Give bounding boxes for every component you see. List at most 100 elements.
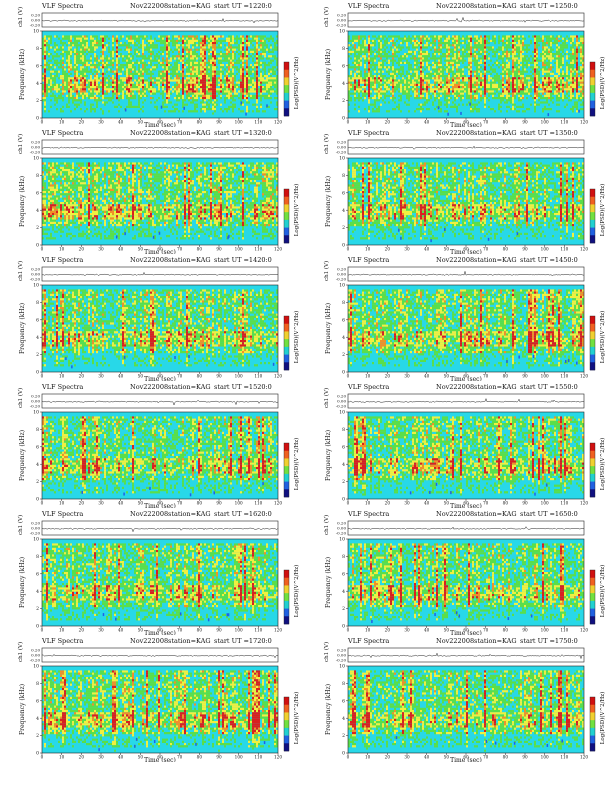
freq-tick-label: 8 <box>342 554 345 560</box>
panel-title: VLF Spectra <box>42 256 83 264</box>
colorbar <box>589 696 596 752</box>
time-tick-label: 0 <box>41 755 44 760</box>
time-tick-label: 60 <box>463 374 469 379</box>
colorbar-label: Log(PSD)(V^2/Hz) <box>293 311 300 364</box>
amp-tick-label: -0.20 <box>30 658 41 663</box>
time-tick-label: 20 <box>385 628 391 633</box>
waveform-trace <box>41 399 278 406</box>
time-tick-label: 60 <box>463 247 469 252</box>
time-tick-label: 70 <box>177 247 183 252</box>
time-tick-label: 30 <box>404 628 410 633</box>
spectrogram-panel: VLF Spectra Nov222008 station=KAG start UT … <box>0 635 306 762</box>
time-tick-label: 30 <box>98 374 104 379</box>
time-tick-label: 20 <box>79 501 85 506</box>
amp-tick-label: -0.20 <box>336 150 347 155</box>
time-tick-label: 90 <box>216 501 222 506</box>
colorbar <box>283 315 290 371</box>
amp-axis-label: ch1 (V) <box>323 134 330 154</box>
time-tick-label: 60 <box>157 755 163 760</box>
freq-tick-label: 4 <box>342 208 345 214</box>
panel-title: VLF Spectra <box>348 129 389 137</box>
time-tick-label: 70 <box>177 374 183 379</box>
freq-tick-label: 10 <box>33 664 39 670</box>
time-tick-label: 70 <box>483 755 489 760</box>
waveform-frame <box>347 520 585 536</box>
time-axis-label: Time (sec) <box>450 249 482 254</box>
freq-tick-label: 2 <box>342 733 345 739</box>
freq-tick-label: 10 <box>33 29 39 35</box>
time-tick-label: 0 <box>41 120 44 125</box>
freq-tick-label: 4 <box>342 462 345 468</box>
waveform-frame <box>41 647 279 663</box>
time-tick-label: 50 <box>138 374 144 379</box>
freq-axis-label: Frequency (kHz) <box>19 176 26 227</box>
time-axis-label: Time (sec) <box>144 249 176 254</box>
time-tick-label: 100 <box>235 120 243 125</box>
freq-tick-label: 4 <box>342 335 345 341</box>
freq-tick-label: 10 <box>339 410 345 416</box>
freq-tick-label: 10 <box>33 537 39 543</box>
time-tick-label: 80 <box>503 501 509 506</box>
spectrogram-cells <box>348 35 584 117</box>
time-tick-label: 40 <box>424 501 430 506</box>
panel-start-ut: start UT =1450:0 <box>520 256 578 264</box>
time-tick-label: 0 <box>347 374 350 379</box>
panel-title: VLF Spectra <box>42 383 83 391</box>
freq-tick-label: 0 <box>342 243 345 249</box>
time-tick-label: 120 <box>580 374 588 379</box>
amp-axis-label: ch1 (V) <box>17 515 24 535</box>
time-tick-label: 10 <box>365 247 371 252</box>
time-tick-label: 100 <box>541 247 549 252</box>
time-tick-label: 80 <box>197 501 203 506</box>
panel-station: station=KAG <box>168 256 211 264</box>
panel-plot: 0.200.00-0.20 ch1 (V) 0 2 4 6 8 10 Frequency (kH… <box>323 388 606 508</box>
colorbar-label: Log(PSD)(V^2/Hz) <box>599 184 606 237</box>
colorbar-label: Log(PSD)(V^2/Hz) <box>599 565 606 618</box>
time-tick-label: 100 <box>235 755 243 760</box>
waveform-frame <box>347 12 585 28</box>
freq-tick-label: 6 <box>342 444 345 450</box>
panel-station: station=KAG <box>168 383 211 391</box>
spectrogram-cells <box>348 670 584 752</box>
time-tick-label: 30 <box>404 120 410 125</box>
freq-tick-label: 10 <box>339 664 345 670</box>
time-tick-label: 10 <box>59 501 65 506</box>
amp-tick-label: 0.20 <box>337 13 346 18</box>
panel-station: station=KAG <box>474 2 517 10</box>
amp-axis-label: ch1 (V) <box>17 261 24 281</box>
waveform-frame <box>41 139 279 155</box>
time-tick-label: 20 <box>79 755 85 760</box>
time-tick-label: 110 <box>560 755 568 760</box>
time-tick-label: 100 <box>541 755 549 760</box>
time-tick-label: 40 <box>118 755 124 760</box>
time-tick-label: 0 <box>347 501 350 506</box>
spectrogram-panel: VLF Spectra Nov222008 station=KAG start UT … <box>306 381 612 508</box>
panel-start-ut: start UT =1720:0 <box>214 637 272 645</box>
freq-tick-label: 2 <box>342 225 345 231</box>
spectrogram-cells <box>348 289 584 369</box>
amp-tick-label: 0.20 <box>31 13 40 18</box>
time-tick-label: 80 <box>503 374 509 379</box>
time-axis-label: Time (sec) <box>144 630 176 635</box>
freq-tick-label: 6 <box>36 190 39 196</box>
time-axis-label: Time (sec) <box>450 630 482 635</box>
time-tick-label: 30 <box>404 247 410 252</box>
time-tick-label: 90 <box>216 628 222 633</box>
waveform-trace <box>42 527 279 533</box>
freq-axis-label: Frequency (kHz) <box>325 176 332 227</box>
time-tick-label: 10 <box>365 374 371 379</box>
amp-tick-label: 0.00 <box>31 145 40 150</box>
colorbar <box>589 569 596 625</box>
time-tick-label: 10 <box>59 374 65 379</box>
panel-plot: 0.200.00-0.20 ch1 (V) 0 2 4 6 8 10 Frequency (kH… <box>323 515 606 635</box>
freq-tick-label: 4 <box>342 589 345 595</box>
spectrogram-cells <box>42 670 278 752</box>
amp-tick-label: 0.00 <box>31 272 40 277</box>
panel-station: station=KAG <box>168 510 211 518</box>
freq-tick-label: 2 <box>342 606 345 612</box>
amp-tick-label: 0.20 <box>337 267 346 272</box>
freq-axis-label: Frequency (kHz) <box>325 430 332 481</box>
colorbar <box>589 61 596 117</box>
amp-tick-label: 0.20 <box>337 521 346 526</box>
